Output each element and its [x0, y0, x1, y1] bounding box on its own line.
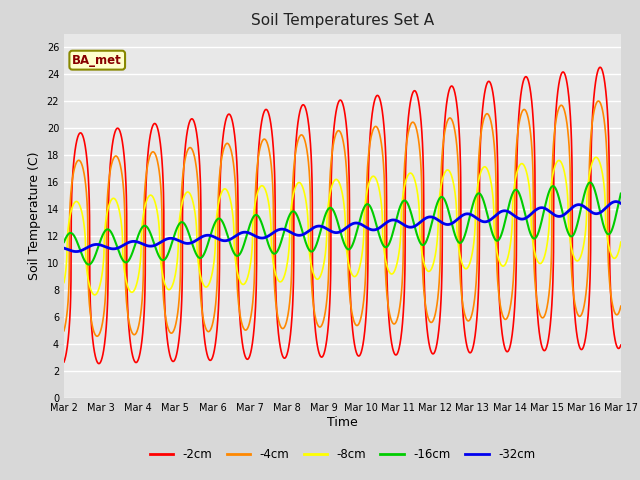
-16cm	[406, 208, 414, 214]
-32cm	[180, 240, 188, 246]
-8cm	[216, 196, 223, 202]
-2cm	[596, 64, 604, 70]
-4cm	[617, 303, 625, 309]
-32cm	[397, 220, 404, 226]
-8cm	[592, 155, 600, 160]
-32cm	[564, 208, 572, 214]
Line: -32cm: -32cm	[64, 202, 621, 252]
-16cm	[586, 180, 594, 185]
-32cm	[612, 199, 620, 204]
-32cm	[617, 201, 625, 206]
-4cm	[406, 122, 414, 128]
-16cm	[617, 192, 625, 197]
Line: -4cm: -4cm	[64, 101, 621, 336]
-4cm	[595, 98, 602, 104]
-8cm	[91, 292, 99, 298]
-32cm	[72, 249, 80, 254]
-4cm	[180, 167, 188, 173]
Title: Soil Temperatures Set A: Soil Temperatures Set A	[251, 13, 434, 28]
-8cm	[60, 280, 68, 286]
-32cm	[617, 200, 625, 206]
Line: -16cm: -16cm	[64, 182, 621, 264]
-8cm	[617, 239, 625, 245]
-2cm	[216, 207, 223, 213]
-32cm	[60, 245, 68, 251]
-16cm	[617, 191, 625, 196]
-16cm	[180, 220, 188, 226]
-8cm	[564, 204, 572, 210]
-2cm	[406, 98, 414, 104]
-4cm	[60, 328, 68, 334]
-2cm	[617, 343, 625, 348]
-8cm	[406, 170, 414, 176]
-8cm	[180, 195, 188, 201]
-16cm	[60, 239, 68, 245]
-4cm	[93, 333, 101, 339]
X-axis label: Time: Time	[327, 416, 358, 429]
-2cm	[180, 171, 188, 177]
-2cm	[564, 87, 572, 93]
Legend: -2cm, -4cm, -8cm, -16cm, -32cm: -2cm, -4cm, -8cm, -16cm, -32cm	[145, 443, 540, 466]
-4cm	[617, 304, 625, 310]
Line: -8cm: -8cm	[64, 157, 621, 295]
-4cm	[564, 130, 572, 136]
-32cm	[216, 237, 223, 242]
Line: -2cm: -2cm	[64, 67, 621, 364]
-4cm	[216, 172, 223, 178]
-16cm	[564, 229, 572, 235]
-16cm	[216, 216, 223, 222]
-2cm	[95, 361, 103, 367]
-8cm	[397, 230, 404, 236]
-8cm	[617, 240, 625, 246]
-2cm	[397, 336, 404, 341]
-2cm	[60, 359, 68, 365]
-16cm	[397, 202, 404, 208]
Y-axis label: Soil Temperature (C): Soil Temperature (C)	[28, 152, 41, 280]
Text: BA_met: BA_met	[72, 54, 122, 67]
-4cm	[397, 296, 404, 302]
-2cm	[617, 342, 625, 348]
-32cm	[406, 224, 414, 230]
-16cm	[85, 262, 93, 267]
